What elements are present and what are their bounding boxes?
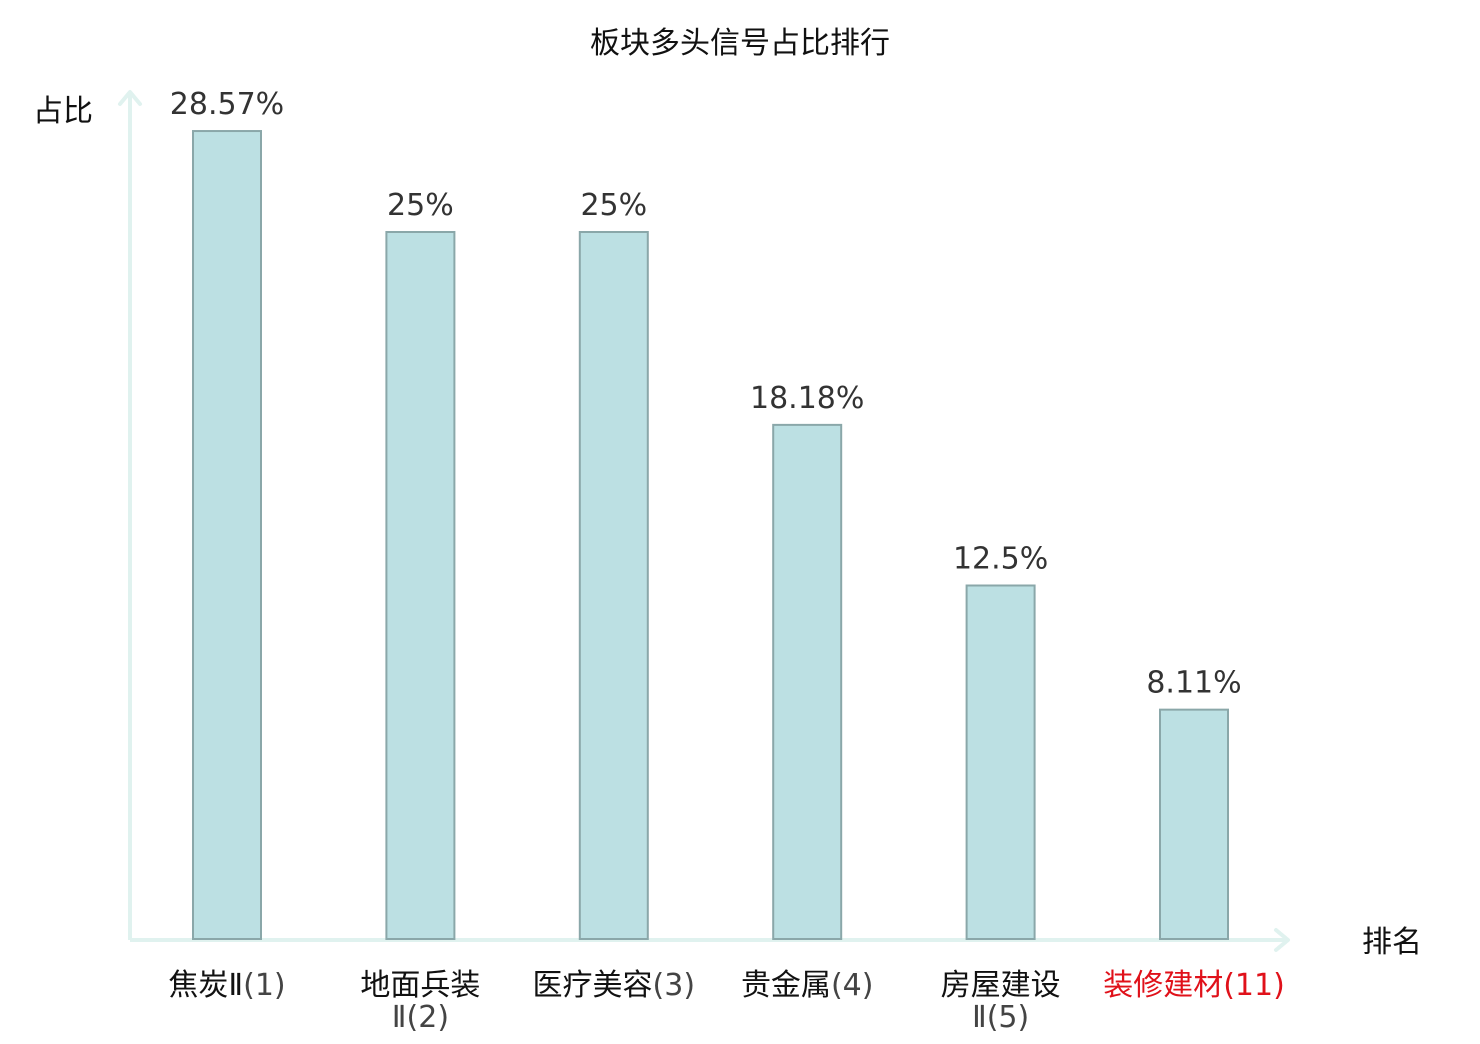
x-tick-rank: (2)	[407, 1000, 450, 1035]
x-tick-label-text: 装修建材	[1103, 968, 1223, 1003]
x-tick-label: 贵金属(4)	[741, 968, 874, 1003]
x-tick-label: 医疗美容(3)	[533, 968, 696, 1003]
x-tick-label-text: 焦炭Ⅱ	[168, 968, 243, 1003]
data-label: 28.57%	[170, 87, 284, 122]
x-tick-rank: (11)	[1223, 968, 1285, 1003]
bar	[385, 231, 456, 940]
x-tick-label: 房屋建设	[941, 968, 1061, 1003]
bar	[772, 423, 843, 940]
y-axis-arrow	[118, 90, 142, 106]
x-tick-label-text: 地面兵装	[360, 968, 480, 1003]
x-axis-arrow	[1274, 928, 1290, 952]
x-tick-label-text: 贵金属	[741, 968, 831, 1003]
x-tick-label-text: 房屋建设	[941, 968, 1061, 1003]
x-tick-sublabel: Ⅱ	[392, 1000, 407, 1035]
data-label: 25%	[580, 188, 647, 223]
y-axis-label: 占比	[33, 94, 93, 129]
x-tick-rank: (3)	[653, 968, 696, 1003]
x-tick-label: 装修建材(11)	[1103, 968, 1285, 1003]
bar	[192, 130, 262, 940]
data-label: 18.18%	[750, 381, 864, 416]
bar	[1159, 708, 1229, 940]
x-tick-label: 地面兵装	[360, 968, 480, 1003]
bar	[578, 231, 649, 940]
value-labels-group: 28.57% 25% 25% 18.18% 12.5% 8.11%	[170, 87, 1242, 701]
bar	[965, 584, 1036, 940]
x-tick-sublabel: Ⅱ	[972, 1000, 987, 1035]
x-tick-label-second-line: Ⅱ(5)	[972, 1000, 1029, 1035]
data-label: 25%	[387, 188, 454, 223]
bars-group	[192, 130, 1229, 940]
x-axis-label: 排名	[1362, 925, 1422, 960]
x-tick-rank: (5)	[987, 1000, 1030, 1035]
x-tick-label-second-line: Ⅱ(2)	[392, 1000, 449, 1035]
x-tick-rank: (1)	[243, 968, 286, 1003]
x-tick-label: 焦炭Ⅱ(1)	[168, 968, 285, 1003]
data-label: 12.5%	[953, 542, 1048, 577]
chart-title: 板块多头信号占比排行	[590, 26, 890, 61]
x-tick-label-text: 医疗美容	[533, 968, 653, 1003]
x-tick-rank: (4)	[831, 968, 874, 1003]
x-axis: 排名	[130, 925, 1422, 960]
y-axis: 占比	[33, 90, 142, 940]
data-label: 8.11%	[1146, 666, 1241, 701]
